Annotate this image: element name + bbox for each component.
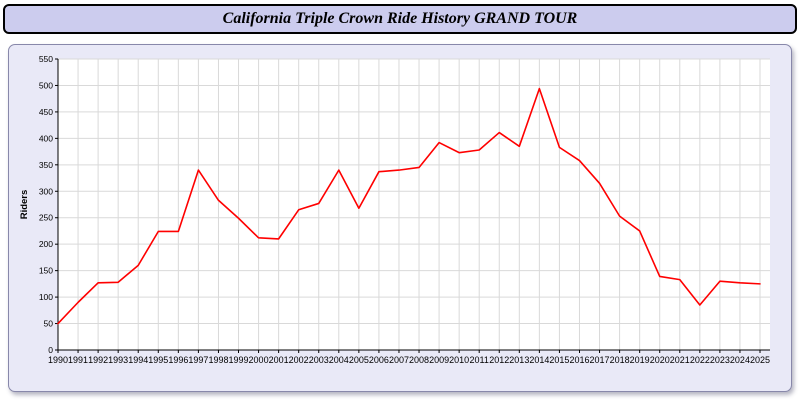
svg-text:300: 300 xyxy=(39,186,53,196)
svg-text:500: 500 xyxy=(39,80,53,90)
svg-text:1998: 1998 xyxy=(208,355,228,365)
svg-text:2008: 2008 xyxy=(409,355,429,365)
svg-text:2017: 2017 xyxy=(590,355,610,365)
svg-text:2015: 2015 xyxy=(549,355,569,365)
svg-text:2013: 2013 xyxy=(509,355,529,365)
svg-text:2002: 2002 xyxy=(289,355,309,365)
svg-text:1993: 1993 xyxy=(108,355,128,365)
svg-text:2005: 2005 xyxy=(349,355,369,365)
svg-text:1992: 1992 xyxy=(88,355,108,365)
svg-text:2014: 2014 xyxy=(529,355,549,365)
svg-text:2016: 2016 xyxy=(569,355,589,365)
svg-text:2001: 2001 xyxy=(269,355,289,365)
svg-text:50: 50 xyxy=(44,319,54,329)
svg-text:1999: 1999 xyxy=(228,355,248,365)
svg-text:2025: 2025 xyxy=(750,355,770,365)
svg-text:2018: 2018 xyxy=(610,355,630,365)
svg-text:Riders: Riders xyxy=(19,190,30,220)
svg-text:1994: 1994 xyxy=(128,355,148,365)
svg-text:2023: 2023 xyxy=(710,355,730,365)
svg-text:250: 250 xyxy=(39,213,53,223)
svg-text:0: 0 xyxy=(48,345,53,355)
svg-text:2021: 2021 xyxy=(670,355,690,365)
svg-text:2011: 2011 xyxy=(470,355,489,365)
svg-text:450: 450 xyxy=(39,107,53,117)
svg-text:2019: 2019 xyxy=(630,355,650,365)
svg-text:1991: 1991 xyxy=(68,355,88,365)
svg-text:1997: 1997 xyxy=(188,355,208,365)
svg-text:150: 150 xyxy=(39,266,53,276)
svg-text:2009: 2009 xyxy=(429,355,449,365)
chart-panel: 0 50 100 150 200 250 300 350 400 450 500 550 1990 199… xyxy=(8,44,792,392)
svg-text:2000: 2000 xyxy=(249,355,269,365)
svg-text:2006: 2006 xyxy=(369,355,389,365)
svg-text:350: 350 xyxy=(39,160,53,170)
chart-title: California Triple Crown Ride History GRA… xyxy=(222,10,578,27)
svg-text:2003: 2003 xyxy=(309,355,329,365)
svg-text:2010: 2010 xyxy=(449,355,469,365)
svg-text:2007: 2007 xyxy=(389,355,409,365)
svg-text:2024: 2024 xyxy=(730,355,750,365)
svg-text:2004: 2004 xyxy=(329,355,349,365)
svg-text:2012: 2012 xyxy=(489,355,509,365)
svg-text:100: 100 xyxy=(39,292,53,302)
svg-text:2022: 2022 xyxy=(690,355,710,365)
svg-text:1996: 1996 xyxy=(168,355,188,365)
svg-text:550: 550 xyxy=(39,54,53,64)
svg-text:400: 400 xyxy=(39,133,53,143)
chart-title-bar: California Triple Crown Ride History GRA… xyxy=(3,4,797,34)
svg-text:1990: 1990 xyxy=(48,355,68,365)
svg-text:1995: 1995 xyxy=(148,355,168,365)
svg-text:200: 200 xyxy=(39,239,53,249)
svg-text:2020: 2020 xyxy=(650,355,670,365)
